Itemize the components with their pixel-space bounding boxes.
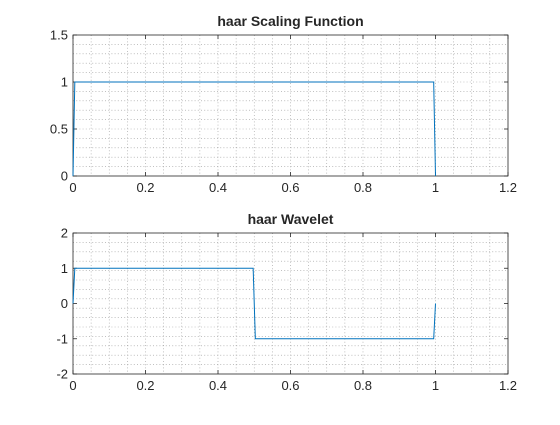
x-tick-label: 0.6 [281,378,299,393]
y-tick-label: -2 [56,367,68,382]
y-tick-label: 2 [61,226,68,241]
x-tick-label: 1 [432,180,439,195]
y-tick-label: 1.5 [50,28,68,43]
y-tick-label: -1 [56,331,68,346]
x-tick-label: 0.2 [136,180,154,195]
x-tick-label: 0.8 [354,180,372,195]
x-tick-label: 1.2 [499,378,517,393]
x-tick-label: 0.4 [209,180,227,195]
y-tick-label: 0 [61,169,68,184]
x-tick-label: 0.4 [209,378,227,393]
x-tick-label: 0 [69,378,76,393]
x-tick-label: 0.8 [354,378,372,393]
subplot-title: haar Scaling Function [217,13,363,29]
x-tick-label: 1.2 [499,180,517,195]
y-tick-label: 1 [61,75,68,90]
x-tick-label: 0 [69,180,76,195]
subplot-1: 0 0.2 0.4 0.6 0.8 1 1.2 0 0.5 1 1.5 haar Scaling Fu… [50,13,517,195]
x-tick-label: 0.2 [136,378,154,393]
subplot-title: haar Wavelet [248,211,334,227]
x-tick-label: 1 [432,378,439,393]
x-tick-label: 0.6 [281,180,299,195]
subplot-2: 0 0.2 0.4 0.6 0.8 1 1.2 -2 -1 0 1 2 haar Wavelet [56,211,517,393]
series-line [72,267,436,340]
y-tick-label: 0 [61,296,68,311]
y-tick-label: 0.5 [50,122,68,137]
series-line [72,81,436,177]
y-tick-label: 1 [61,261,68,276]
